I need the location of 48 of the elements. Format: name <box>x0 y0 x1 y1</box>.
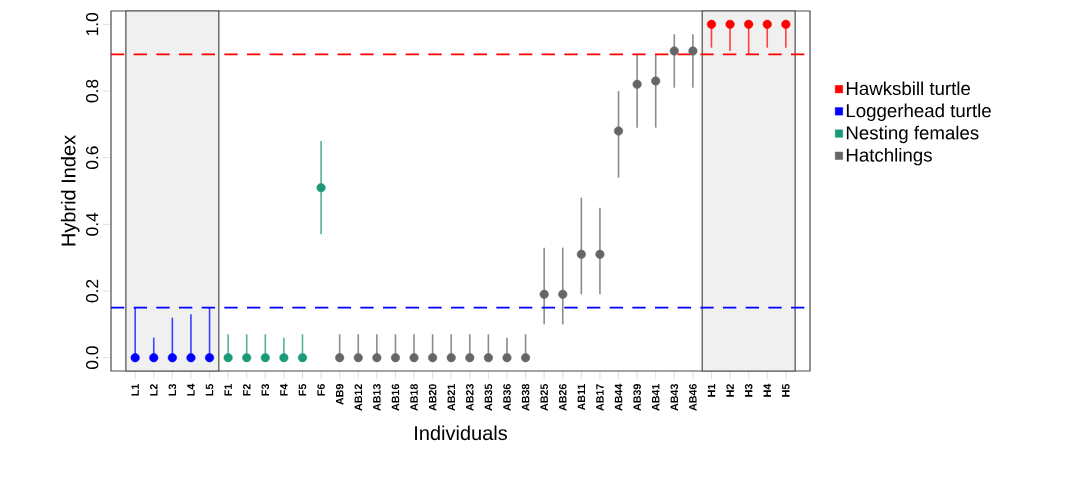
x-tick-label: AB41 <box>652 384 660 411</box>
x-tick-label: AB38 <box>521 384 530 411</box>
x-tick-label: H5 <box>782 384 790 397</box>
x-tick-label: L5 <box>205 384 214 396</box>
x-tick-label: F1 <box>224 384 232 396</box>
x-tick-label: L1 <box>131 384 139 396</box>
x-tick-label: L2 <box>150 384 158 396</box>
x-tick-label: H2 <box>726 384 734 397</box>
x-tick-label: AB46 <box>689 384 697 411</box>
x-tick-label: L4 <box>187 383 195 396</box>
x-tick-label: AB25 <box>540 384 548 411</box>
x-tick-label: H4 <box>763 383 771 397</box>
y-tick-label: 0.4 <box>86 212 99 236</box>
x-tick-label: F6 <box>317 384 325 396</box>
x-axis-title: Individuals <box>415 425 507 441</box>
x-tick-label: AB11 <box>577 384 586 411</box>
x-tick-label: AB16 <box>391 384 400 411</box>
x-tick-label: AB21 <box>447 384 455 411</box>
y-tick-label: 1.0 <box>86 12 99 36</box>
x-tick-label: AB43 <box>670 384 679 411</box>
x-tick-label: H3 <box>744 384 753 397</box>
y-tick-label: 0.2 <box>86 279 99 303</box>
legend-label: Loggerhead turtle <box>846 103 991 121</box>
legend-label: Hawksbill turtle <box>846 81 971 96</box>
x-tick-label: AB13 <box>373 384 381 411</box>
x-tick-label: F3 <box>261 384 270 396</box>
x-tick-label: AB20 <box>428 384 437 411</box>
y-axis-title: Hybrid Index <box>60 135 80 246</box>
x-tick-label: F4 <box>280 383 288 396</box>
legend-label: Hatchlings <box>846 147 932 166</box>
x-tick-label: H1 <box>707 384 716 397</box>
x-tick-label: F2 <box>242 384 251 396</box>
x-tick-label: AB23 <box>466 384 474 411</box>
x-tick-label: AB17 <box>596 384 604 411</box>
y-tick-label: 0.8 <box>86 79 99 103</box>
x-tick-label: AB44 <box>614 383 623 411</box>
x-tick-label: AB12 <box>354 384 362 411</box>
x-tick-label: AB9 <box>335 384 344 405</box>
y-tick-label: 0.6 <box>86 146 99 170</box>
y-tick-label: 0.0 <box>86 346 99 370</box>
x-tick-label: AB39 <box>633 384 641 411</box>
x-tick-label: AB18 <box>410 384 418 411</box>
x-tick-label: F5 <box>298 384 307 396</box>
x-tick-label: AB26 <box>558 384 567 411</box>
x-tick-label: L3 <box>168 384 177 396</box>
x-tick-label: AB35 <box>484 384 493 411</box>
legend-label: Nesting females <box>846 125 979 144</box>
x-tick-label: AB36 <box>503 384 511 411</box>
